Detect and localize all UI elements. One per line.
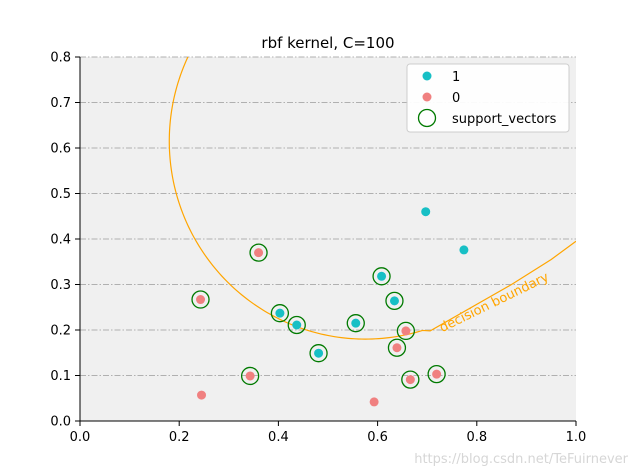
support-vector-marker [387, 338, 407, 357]
y-tick-label: 0.0 [50, 415, 71, 430]
data-points [196, 207, 469, 407]
point-class-0 [245, 371, 255, 381]
grid-lines [80, 56, 576, 376]
y-tick-label: 0.7 [50, 96, 71, 111]
point-class-1 [314, 348, 324, 358]
x-tick-label: 1.0 [566, 430, 587, 445]
point-class-0 [369, 397, 379, 407]
support-vector-marker [309, 344, 328, 363]
support-vector-marker [270, 304, 290, 323]
y-tick-label: 0.5 [50, 187, 71, 202]
point-class-0 [197, 390, 207, 400]
y-tick-label: 0.3 [50, 278, 71, 293]
watermark: https://blog.csdn.net/TeFuirnever [414, 452, 628, 467]
point-class-1 [275, 308, 285, 318]
x-tick-label: 0.2 [169, 430, 190, 445]
decision-boundary-curve [168, 57, 576, 340]
support-vector-marker [240, 366, 260, 386]
point-class-1 [459, 245, 469, 255]
support-vector-marker [427, 364, 446, 384]
point-class-1 [421, 207, 431, 217]
point-class-0 [405, 375, 415, 385]
x-tick-label: 0.6 [367, 430, 388, 445]
point-class-0 [254, 248, 264, 258]
support-vector-marker [385, 291, 404, 311]
legend-box [406, 63, 570, 133]
legend-class-1-marker [422, 71, 432, 81]
support-vector-marker [346, 314, 365, 333]
y-tick-label: 0.1 [50, 369, 71, 384]
support-vector-marker [401, 370, 420, 389]
point-class-0 [392, 343, 402, 353]
support-vector-markers [191, 243, 446, 389]
support-vector-marker [396, 321, 416, 341]
x-tick-label: 0.8 [466, 430, 487, 445]
point-class-1 [292, 320, 302, 330]
axes: 0.0 0.2 0.4 0.6 0.8 1.0 0.0 0.1 0.2 0.3 0.4 0.5 0.6 0… [50, 51, 586, 446]
point-class-0 [196, 295, 206, 305]
legend: 1 0 support_vectors [406, 63, 570, 133]
point-class-0 [432, 369, 442, 379]
support-vector-marker [372, 267, 391, 286]
y-tick-label: 0.6 [50, 142, 71, 157]
legend-support-vectors-marker [417, 108, 437, 128]
support-vector-marker [191, 290, 210, 309]
x-tick-label: 0.0 [70, 430, 91, 445]
support-vector-marker [249, 243, 268, 262]
support-vector-marker [287, 315, 306, 335]
legend-class-0-label: 0 [452, 91, 460, 106]
y-tick-label: 0.2 [50, 324, 71, 339]
x-tick-label: 0.4 [268, 430, 289, 445]
legend-class-1-label: 1 [452, 70, 460, 85]
point-class-1 [389, 296, 399, 306]
point-class-1 [377, 271, 387, 281]
y-tick-label: 0.8 [50, 51, 71, 66]
point-class-1 [351, 318, 361, 328]
y-tick-label: 0.4 [50, 233, 71, 248]
point-class-0 [401, 326, 411, 336]
chart-title: rbf kernel, C=100 [261, 34, 394, 52]
legend-support-vectors-label: support_vectors [452, 112, 557, 127]
legend-class-0-marker [422, 92, 432, 102]
